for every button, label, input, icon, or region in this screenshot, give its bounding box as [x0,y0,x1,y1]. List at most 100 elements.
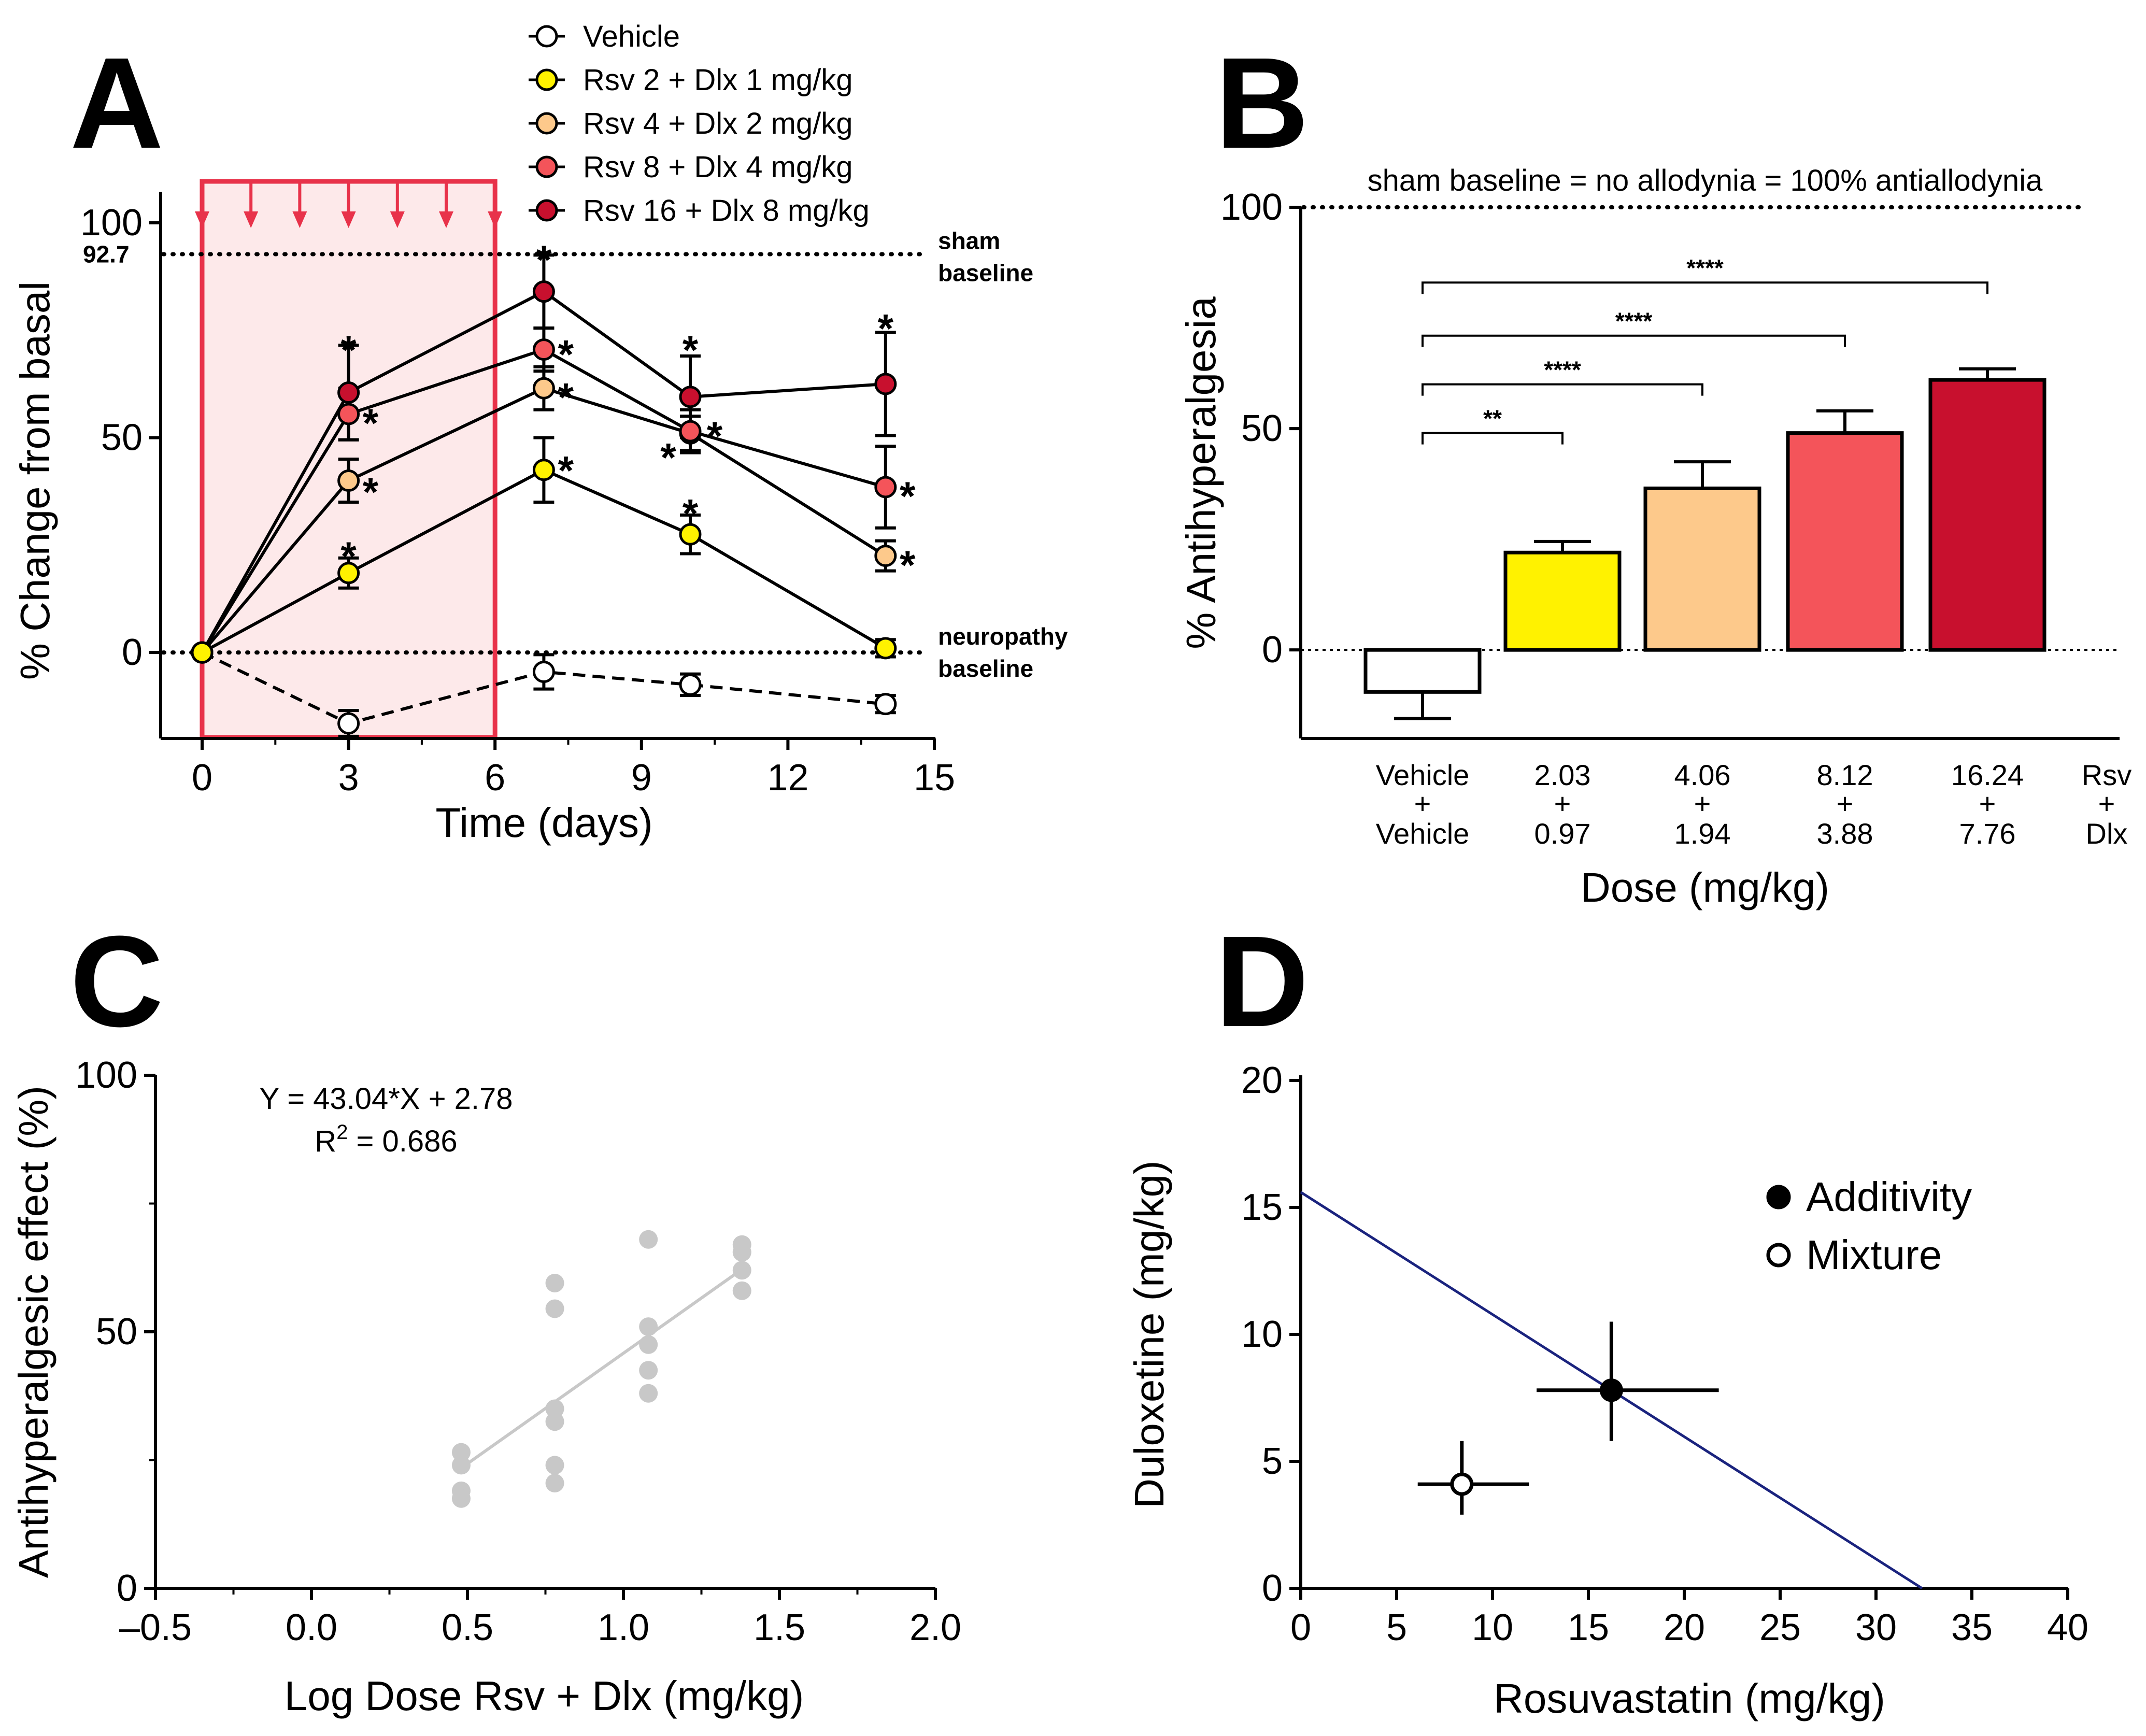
mixture-point [1450,1472,1474,1496]
category-key-mid: + [2098,787,2115,820]
y-tick-label: 0 [1262,1568,1283,1609]
significance-star: * [900,542,916,588]
y-tick-label: 50 [1241,408,1283,449]
category-label-bottom: 1.94 [1674,817,1731,850]
panel-b-title: sham baseline = no allodynia = 100% anti… [1368,164,2043,197]
scatter-point [451,1456,471,1475]
scatter-point [545,1273,564,1292]
data-point [191,641,214,664]
data-point [337,712,360,735]
scatter-point [451,1443,471,1462]
legend-marker [535,112,558,135]
data-point [532,338,555,361]
category-label-top: 8.12 [1817,759,1873,791]
reference-label: neuropathy [938,623,1068,650]
bar [1928,378,2046,652]
x-tick-label: 0 [1290,1607,1311,1648]
scatter-point [732,1243,751,1262]
legend-label: Vehicle [583,20,680,53]
legend-marker [535,155,558,178]
x-tick-label: 15 [914,757,955,799]
panel-d-isobologram: 0 5 10 15 20 0 5 10 15 20 25 30 35 40 Rosuvastatin (mg… [1126,1060,2088,1721]
significance-bracket [1422,432,1564,445]
x-tick-label: –0.5 [119,1607,192,1648]
legend-label: Mixture [1806,1232,1942,1278]
significance-bracket [1422,383,1703,396]
x-axis-label: Time (days) [435,800,652,846]
data-point [874,373,897,395]
x-axis-label: Dose (mg/kg) [1581,864,1829,910]
bar [1503,550,1622,652]
x-tick-label: 0.0 [286,1607,337,1648]
panel-label-c: C [70,909,164,1054]
y-tick-label: 100 [80,202,143,244]
dose-arrow-head [244,211,259,228]
dose-arrow-head [292,211,307,228]
x-tick-label: 0 [192,757,212,799]
x-tick-label: 35 [1951,1607,1993,1648]
x-tick-label: 5 [1386,1607,1407,1648]
significance-star: * [558,331,574,377]
reference-label: sham [938,227,1000,254]
data-point [532,459,555,481]
data-point [532,280,555,303]
significance-star: * [878,306,894,351]
category-label-top: Vehicle [1376,759,1470,791]
significance-bracket [1422,334,1846,347]
significance-star: * [707,413,723,459]
x-tick-label: 12 [767,757,808,799]
data-point [679,386,702,408]
category-label-top: 16.24 [1951,759,2024,791]
category-label-mid: + [1554,787,1571,820]
legend-label: Rsv 8 + Dlx 4 mg/kg [583,150,853,184]
legend-marker [1766,1185,1791,1209]
legend-marker [535,68,558,91]
category-label-bottom: 3.88 [1817,817,1873,850]
data-point [679,420,702,443]
scatter-point [545,1456,564,1475]
x-tick-label: 0.5 [442,1607,493,1648]
x-tick-label: 15 [1568,1607,1609,1648]
significance-bracket [1422,281,1988,294]
panel-a-line-chart: 0 50 100 0 3 6 9 12 15 Time (days) % Change from b… [12,20,1068,846]
y-axis-label: % Change from basal [12,281,58,680]
scatter-point [639,1230,658,1249]
x-axis-label: Log Dose Rsv + Dlx (mg/kg) [285,1673,804,1719]
significance-star: * [683,327,699,373]
data-point [874,545,897,567]
y-tick-label: 0 [1262,629,1283,671]
legend-label: Additivity [1806,1174,1972,1220]
significance-label: ** [1483,405,1502,432]
x-tick-label: 30 [1855,1607,1897,1648]
additivity-point [1599,1378,1623,1402]
x-axis-label: Rosuvastatin (mg/kg) [1494,1675,1885,1721]
y-tick-label: 100 [1220,187,1283,228]
scatter-point [732,1281,751,1300]
y-tick-label: 20 [1241,1060,1283,1101]
y-axis-label: Antihyperalgesic effect (%) [10,1086,56,1578]
legend-label: Rsv 4 + Dlx 2 mg/kg [583,107,853,140]
category-label-mid: + [1979,787,1996,820]
x-tick-label: 1.5 [754,1607,805,1648]
y-axis-label: Duloxetine (mg/kg) [1126,1160,1172,1508]
scatter-point [639,1384,658,1403]
dose-arrow-head [439,211,453,228]
significance-star: * [363,469,379,515]
scatter-point [639,1335,658,1354]
significance-star: * [900,473,916,519]
data-point [874,637,897,660]
dose-arrow-head [341,211,356,228]
y-tick-label: 0 [117,1568,137,1609]
y-tick-label: 15 [1241,1187,1283,1228]
category-key-top: Rsv [2082,759,2131,791]
scatter-point [639,1361,658,1380]
legend-label: Rsv 2 + Dlx 1 mg/kg [583,63,853,97]
scatter-point [545,1474,564,1493]
x-tick-label: 1.0 [598,1607,649,1648]
legend-marker [535,25,558,48]
category-label-bottom: Vehicle [1376,817,1470,850]
reference-label: baseline [938,655,1033,682]
significance-star: * [340,533,357,579]
r-squared: R2 = 0.686 [315,1121,457,1158]
